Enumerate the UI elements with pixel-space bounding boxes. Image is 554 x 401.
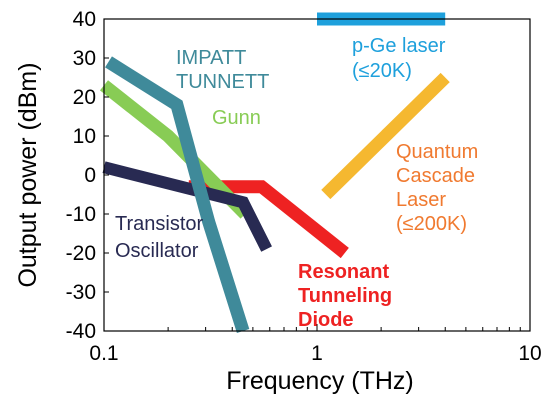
x-tick-label: 10 bbox=[518, 342, 541, 365]
series-gunn bbox=[99, 80, 250, 219]
y-tick-label: 30 bbox=[73, 47, 96, 70]
y-tick-label: 20 bbox=[73, 86, 96, 109]
annotation-gunn: Gunn bbox=[212, 107, 261, 129]
x-tick-label: 1 bbox=[311, 342, 323, 365]
y-tick-label: -40 bbox=[66, 320, 96, 343]
annotation-pge2: (≤20K) bbox=[352, 60, 412, 82]
series-transistor bbox=[102, 161, 272, 252]
y-tick-label: -20 bbox=[66, 242, 96, 265]
annotation-tr2: Oscillator bbox=[115, 240, 199, 262]
annotation-rtd3: Diode bbox=[298, 309, 354, 331]
x-tick-label: 0.1 bbox=[89, 342, 118, 365]
series-impatt bbox=[105, 56, 250, 333]
annotation-qcl1: Quantum bbox=[396, 141, 478, 163]
y-tick-label: 0 bbox=[84, 164, 96, 187]
annotation-qcl2: Cascade bbox=[396, 165, 475, 187]
annotation-rtd1: Resonant bbox=[298, 261, 389, 283]
axes-layer: 40 30 20 10 0 -10 -20 -30 -400.1 1 10 Frequency (TH… bbox=[14, 8, 542, 395]
annotation-rtd2: Tunneling bbox=[298, 285, 392, 307]
annotation-qcl4: (≤200K) bbox=[396, 213, 467, 235]
y-tick-label: 10 bbox=[73, 125, 96, 148]
y-axis-title: Output power (dBm) bbox=[14, 62, 42, 287]
x-axis-title: Frequency (THz) bbox=[226, 367, 414, 395]
y-tick-label: -10 bbox=[66, 203, 96, 226]
annotation-pge1: p-Ge laser bbox=[352, 35, 446, 57]
y-tick-label: 40 bbox=[73, 8, 96, 31]
annotation-impatt1: IMPATT bbox=[176, 47, 246, 69]
annotation-impatt2: TUNNETT bbox=[176, 71, 269, 93]
annotation-tr1: Transistor bbox=[115, 213, 204, 235]
series-qcl bbox=[321, 72, 450, 200]
annotation-qcl3: Laser bbox=[396, 189, 446, 211]
y-tick-label: -30 bbox=[66, 281, 96, 304]
